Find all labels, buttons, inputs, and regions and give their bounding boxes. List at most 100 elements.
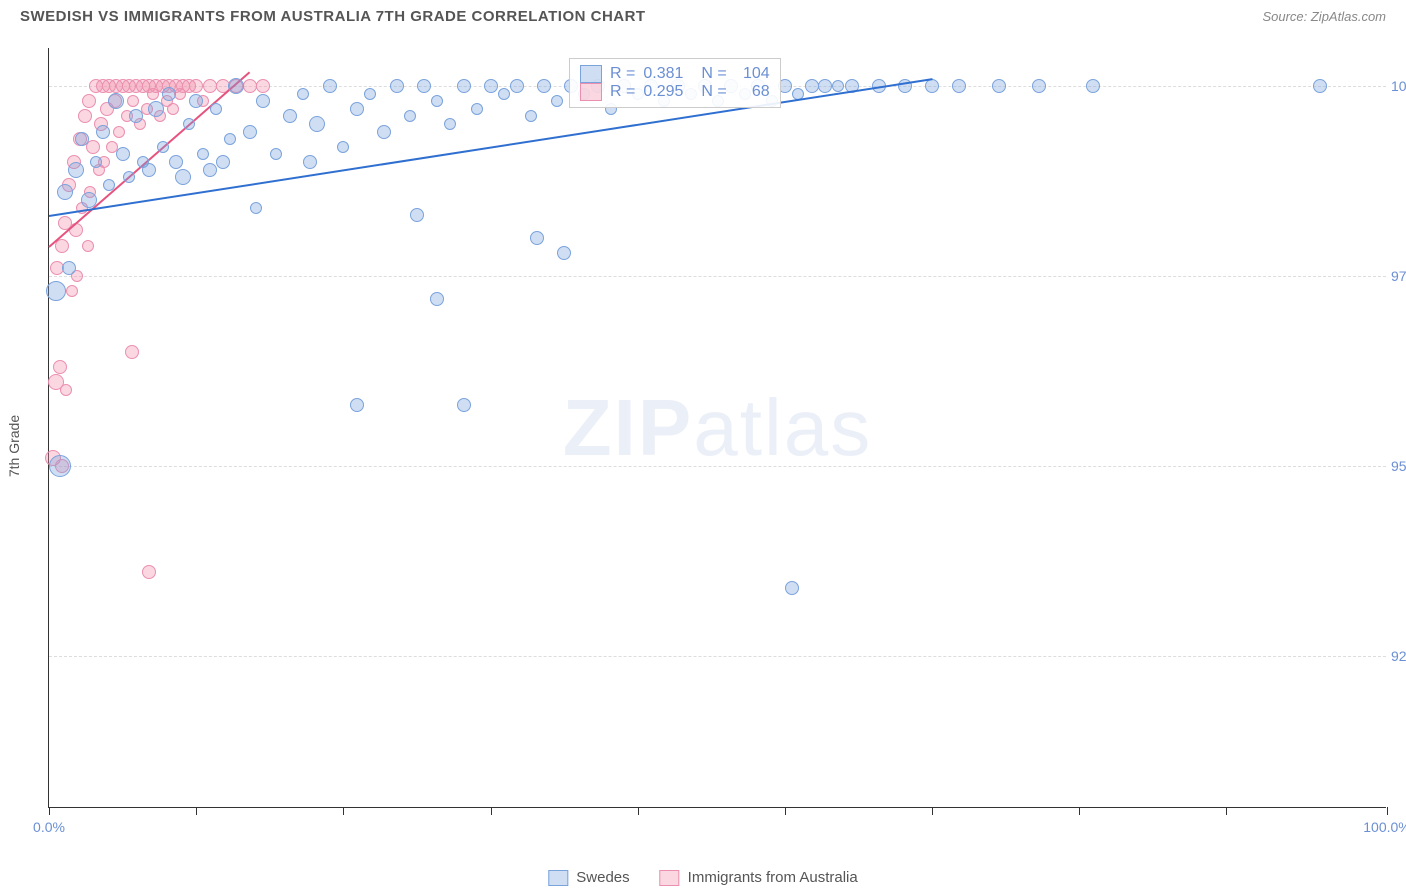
data-point-swedes xyxy=(210,103,222,115)
data-point-swedes xyxy=(297,88,309,100)
data-point-swedes xyxy=(68,162,84,178)
y-tick-label: 95.0% xyxy=(1391,458,1406,474)
data-point-swedes xyxy=(123,171,135,183)
data-point-swedes xyxy=(350,102,364,116)
data-point-swedes xyxy=(108,93,124,109)
data-point-swedes xyxy=(197,148,209,160)
data-point-swedes xyxy=(992,79,1006,93)
x-tick xyxy=(1226,807,1227,815)
x-tick xyxy=(638,807,639,815)
data-point-swedes xyxy=(57,184,73,200)
stats-row-swedes: R =0.381N =104 xyxy=(580,65,770,83)
data-point-australia xyxy=(60,384,72,396)
stats-box: R =0.381N =104R =0.295N =68 xyxy=(569,58,781,108)
data-point-swedes xyxy=(62,261,76,275)
data-point-swedes xyxy=(510,79,524,93)
n-value: 104 xyxy=(735,65,770,83)
legend-swatch-swedes xyxy=(548,870,568,886)
data-point-australia xyxy=(82,240,94,252)
x-tick xyxy=(785,807,786,815)
data-point-swedes xyxy=(818,79,832,93)
data-point-swedes xyxy=(103,179,115,191)
data-point-australia xyxy=(66,285,78,297)
data-point-swedes xyxy=(551,95,563,107)
data-point-swedes xyxy=(162,87,176,101)
data-point-swedes xyxy=(1086,79,1100,93)
header: SWEDISH VS IMMIGRANTS FROM AUSTRALIA 7TH… xyxy=(0,0,1406,33)
data-point-swedes xyxy=(256,94,270,108)
r-value: 0.381 xyxy=(643,65,693,83)
data-point-swedes xyxy=(283,109,297,123)
legend-label-australia: Immigrants from Australia xyxy=(688,869,858,886)
legend-swatch-australia xyxy=(660,870,680,886)
data-point-swedes xyxy=(457,79,471,93)
data-point-swedes xyxy=(557,246,571,260)
data-point-swedes xyxy=(417,79,431,93)
data-point-swedes xyxy=(81,192,97,208)
r-label: R = xyxy=(610,83,635,101)
data-point-swedes xyxy=(203,163,217,177)
data-point-swedes xyxy=(952,79,966,93)
data-point-swedes xyxy=(431,95,443,107)
data-point-swedes xyxy=(337,141,349,153)
y-tick-label: 97.5% xyxy=(1391,268,1406,284)
x-tick-label: 0.0% xyxy=(33,819,65,835)
legend-item-australia: Immigrants from Australia xyxy=(660,869,858,886)
data-point-swedes xyxy=(90,156,102,168)
data-point-swedes xyxy=(148,101,164,117)
data-point-swedes xyxy=(410,208,424,222)
data-point-swedes xyxy=(49,455,71,477)
x-tick xyxy=(1079,807,1080,815)
n-label: N = xyxy=(701,83,726,101)
data-point-swedes xyxy=(216,155,230,169)
legend-item-swedes: Swedes xyxy=(548,869,629,886)
data-point-australia xyxy=(53,360,67,374)
data-point-swedes xyxy=(224,133,236,145)
r-label: R = xyxy=(610,65,635,83)
data-point-australia xyxy=(243,79,257,93)
watermark: ZIPatlas xyxy=(563,382,872,474)
data-point-swedes xyxy=(228,78,244,94)
plot-area: ZIPatlas 92.5%95.0%97.5%100.0%0.0%100.0%… xyxy=(48,48,1386,808)
data-point-australia xyxy=(82,94,96,108)
data-point-swedes xyxy=(46,281,66,301)
data-point-swedes xyxy=(404,110,416,122)
data-point-swedes xyxy=(169,155,183,169)
stats-swatch-australia xyxy=(580,83,602,101)
data-point-swedes xyxy=(183,118,195,130)
data-point-swedes xyxy=(175,169,191,185)
data-point-swedes xyxy=(157,141,169,153)
data-point-australia xyxy=(127,95,139,107)
data-point-australia xyxy=(167,103,179,115)
data-point-swedes xyxy=(805,79,819,93)
data-point-swedes xyxy=(484,79,498,93)
data-point-swedes xyxy=(189,94,203,108)
x-tick-label: 100.0% xyxy=(1363,819,1406,835)
chart-title: SWEDISH VS IMMIGRANTS FROM AUSTRALIA 7TH… xyxy=(20,8,646,25)
data-point-swedes xyxy=(96,125,110,139)
data-point-swedes xyxy=(142,163,156,177)
data-point-swedes xyxy=(925,79,939,93)
data-point-swedes xyxy=(377,125,391,139)
data-point-swedes xyxy=(75,132,89,146)
x-tick xyxy=(343,807,344,815)
data-point-swedes xyxy=(471,103,483,115)
x-tick xyxy=(1387,807,1388,815)
data-point-swedes xyxy=(785,581,799,595)
data-point-swedes xyxy=(1313,79,1327,93)
x-tick xyxy=(932,807,933,815)
watermark-zip: ZIP xyxy=(563,383,693,472)
y-tick-label: 92.5% xyxy=(1391,648,1406,664)
data-point-swedes xyxy=(270,148,282,160)
data-point-swedes xyxy=(364,88,376,100)
x-tick xyxy=(491,807,492,815)
x-tick xyxy=(196,807,197,815)
stats-row-australia: R =0.295N =68 xyxy=(580,83,770,101)
y-tick-label: 100.0% xyxy=(1391,78,1406,94)
data-point-australia xyxy=(125,345,139,359)
data-point-australia xyxy=(189,79,203,93)
data-point-australia xyxy=(113,126,125,138)
data-point-swedes xyxy=(457,398,471,412)
r-value: 0.295 xyxy=(643,83,693,101)
data-point-swedes xyxy=(444,118,456,130)
